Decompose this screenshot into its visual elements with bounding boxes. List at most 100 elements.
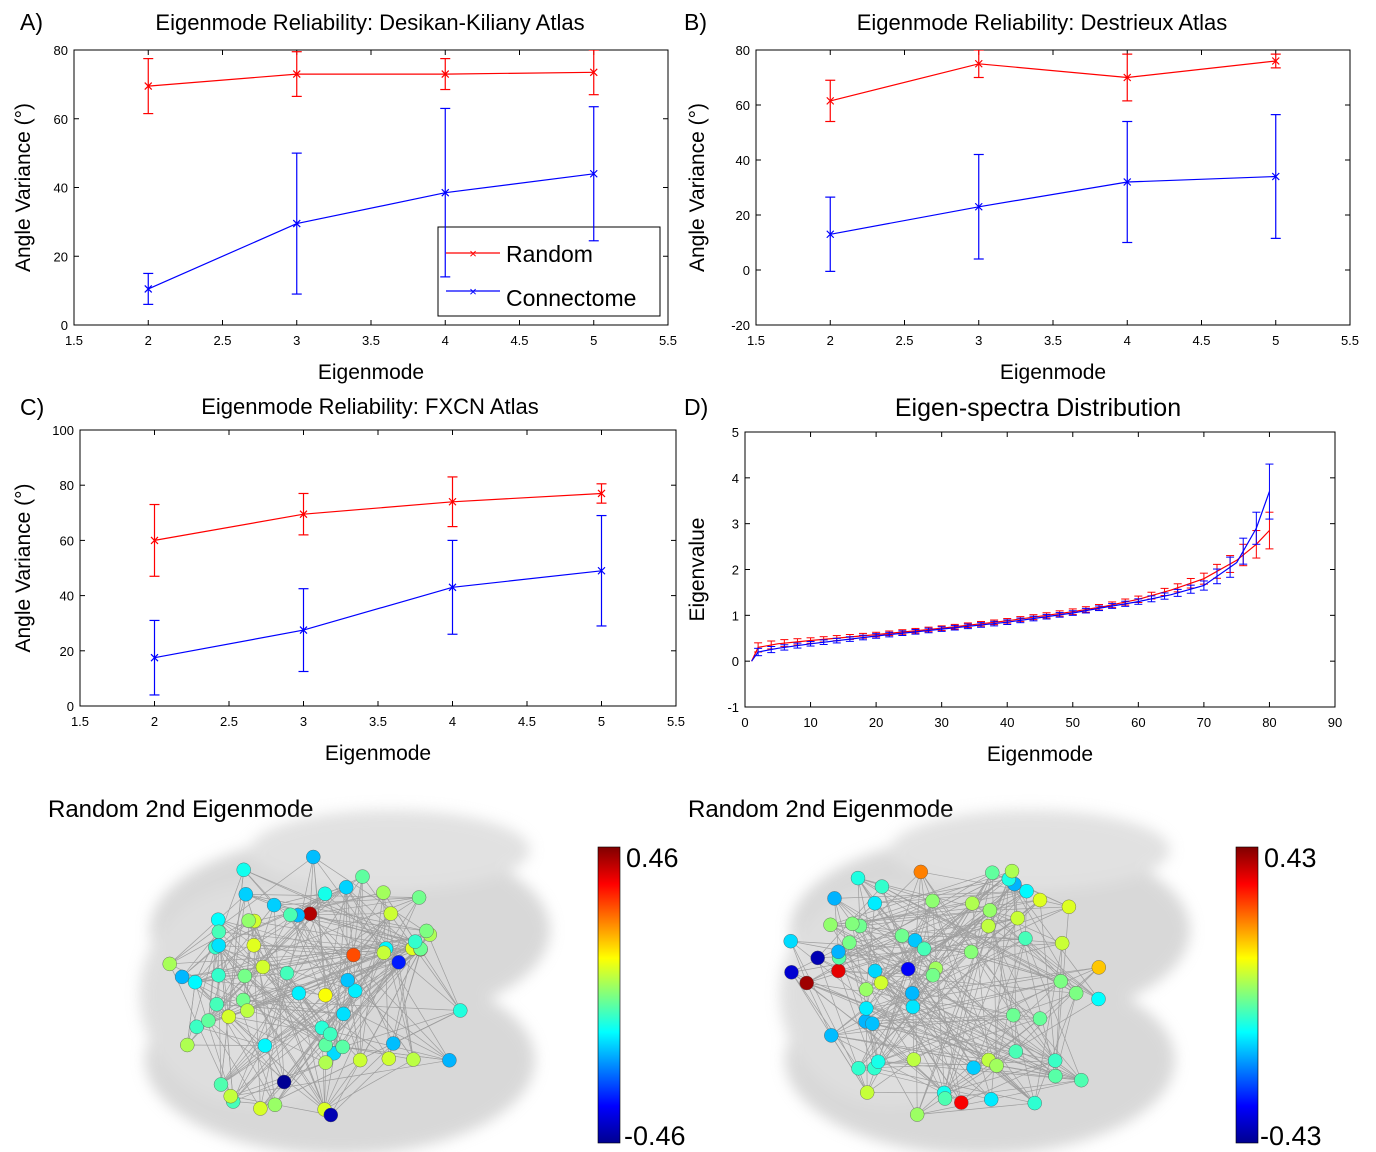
data-point xyxy=(589,169,598,178)
brain-node xyxy=(419,923,434,939)
brain-edge xyxy=(242,920,255,1001)
brain-node xyxy=(842,935,857,950)
brain-edge xyxy=(831,1035,868,1093)
brain-edge xyxy=(312,856,331,1035)
x-tick-label: 1.5 xyxy=(65,333,83,348)
brain-edge xyxy=(1034,993,1077,1104)
brain-edge xyxy=(220,869,245,1085)
brain-edge xyxy=(1055,906,1070,1077)
y-tick-label: 0 xyxy=(61,318,68,333)
brain-edge xyxy=(917,1099,992,1115)
x-tick-label: 70 xyxy=(1197,715,1211,730)
brain-edge xyxy=(353,876,363,956)
brain-edge xyxy=(858,1067,992,1100)
brain-node xyxy=(291,986,306,1001)
brain-edge xyxy=(243,869,275,906)
brain-edge xyxy=(208,1020,331,1116)
brain-node xyxy=(827,891,842,906)
brain-edge xyxy=(881,886,1061,982)
brain-edge xyxy=(866,942,1063,990)
chart-d: 0 10 20 30 40 50 60 70 80 90-1012345EigenmodeEige… xyxy=(686,425,1342,766)
y-tick-label: 20 xyxy=(60,644,74,659)
colorbar-f-min: -0.43 xyxy=(1260,1121,1322,1151)
brain-node xyxy=(237,968,253,984)
brain-edge xyxy=(187,1044,265,1046)
brain-edge xyxy=(242,914,291,1001)
brain-node xyxy=(966,1060,981,1075)
data-layer xyxy=(751,463,1274,662)
brain-node xyxy=(323,1026,338,1042)
brain-edge xyxy=(859,900,933,927)
brain-node xyxy=(348,983,363,998)
series-connectome xyxy=(143,106,599,305)
legend-random-marker: × xyxy=(469,246,477,261)
brain-edge xyxy=(228,1016,326,1063)
brain-edge xyxy=(920,871,934,976)
x-tick-label: 0 xyxy=(741,715,748,730)
brain-node xyxy=(162,956,177,972)
x-tick-label: 5.5 xyxy=(659,333,677,348)
brain-edge xyxy=(244,934,430,977)
brain-node xyxy=(221,1009,236,1024)
brain-node xyxy=(865,1016,880,1031)
brain-edge xyxy=(858,968,909,1069)
brain-node xyxy=(859,1001,874,1016)
x-axis-label: Eigenmode xyxy=(987,743,1093,766)
brain-edge xyxy=(912,1006,915,1060)
brain-edge xyxy=(971,903,989,1061)
brain-node xyxy=(279,965,295,981)
y-tick-label: 5 xyxy=(732,425,739,440)
series-line xyxy=(830,175,1276,235)
y-tick-label: 40 xyxy=(736,153,750,168)
brain-node xyxy=(211,968,226,983)
brain-node xyxy=(408,934,423,949)
brain-edge xyxy=(218,945,276,1105)
brain-edge xyxy=(1025,891,1027,939)
brain-node xyxy=(859,982,874,997)
x-tick-label: 60 xyxy=(1131,715,1145,730)
brain-node xyxy=(283,907,298,922)
x-tick-label: 2.5 xyxy=(895,333,913,348)
brain-edge xyxy=(232,1045,266,1102)
brain-edge xyxy=(297,914,384,954)
brain-node xyxy=(906,1052,921,1067)
brain-node xyxy=(1054,936,1070,951)
brain-node xyxy=(1004,863,1020,879)
brain-node xyxy=(211,938,226,953)
brain-edge xyxy=(273,905,285,1083)
x-tick-label: 3 xyxy=(300,714,307,729)
brain-edge xyxy=(194,982,232,1097)
colorbar-f xyxy=(1235,846,1259,1144)
brain-edge xyxy=(243,869,356,992)
chart-c: 1.5 2 2.5 3 3.5 4 4.5 5 5.5 0 20 40 60 80 100 Eigenmode… xyxy=(12,423,685,765)
brain-edge xyxy=(309,913,361,1061)
brain-node xyxy=(1047,1053,1063,1068)
y-tick-label: 80 xyxy=(60,478,74,493)
x-tick-label: 4 xyxy=(442,333,449,348)
data-point xyxy=(448,583,457,592)
brain-node xyxy=(189,1019,204,1035)
brain-node xyxy=(965,896,980,911)
x-tick-label: 10 xyxy=(803,715,817,730)
panel-a-letter: A) xyxy=(20,9,43,35)
brain-node xyxy=(964,944,979,960)
series-random xyxy=(143,50,599,115)
brain-edge xyxy=(902,935,1026,939)
brain-edge xyxy=(355,990,450,1061)
brain-edge xyxy=(359,892,384,1061)
series-line xyxy=(154,570,602,659)
brain-edge xyxy=(324,1059,414,1110)
brain-edge xyxy=(880,982,1035,1104)
brain-node xyxy=(210,912,226,927)
y-tick-label: -20 xyxy=(731,318,750,333)
brain-edge xyxy=(865,870,1013,990)
brain-node xyxy=(240,1003,255,1018)
brain-edge xyxy=(830,872,993,926)
brain-edge xyxy=(330,1058,389,1116)
x-tick-label: 5.5 xyxy=(667,714,685,729)
brain-edge xyxy=(218,945,326,1063)
brain-edge xyxy=(242,905,275,1001)
panel-b-letter: B) xyxy=(684,9,707,35)
brain-edge xyxy=(857,877,934,976)
y-tick-label: 40 xyxy=(60,589,74,604)
